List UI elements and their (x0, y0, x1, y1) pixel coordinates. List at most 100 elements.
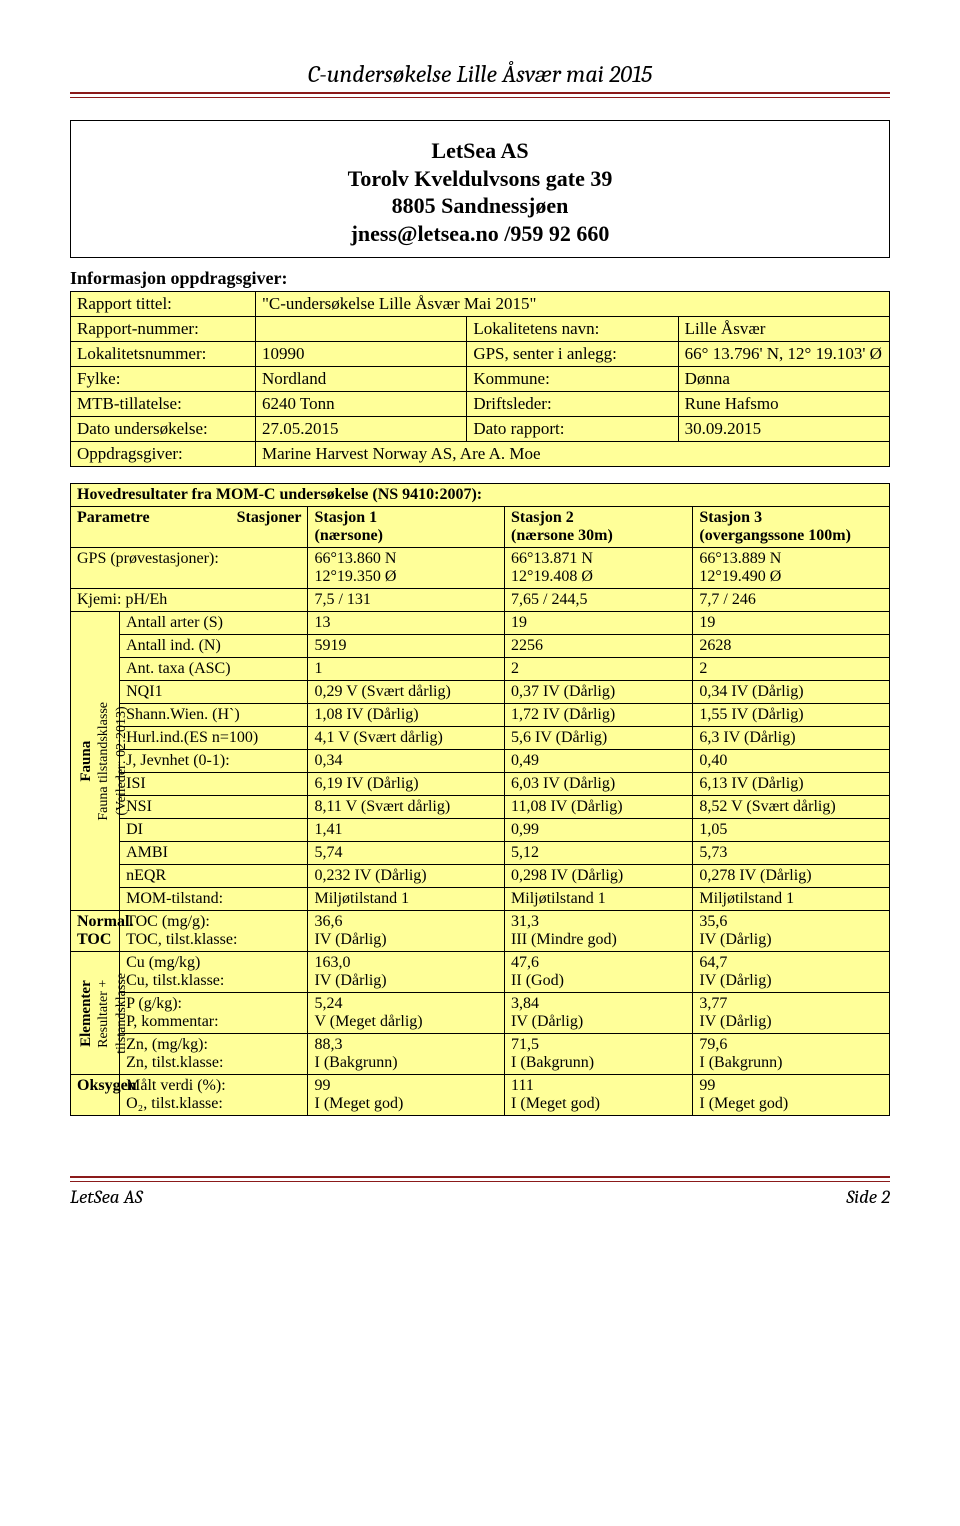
row-val: Miljøtilstand 1 (693, 888, 890, 911)
oksygen-side: Oksygen (71, 1075, 120, 1116)
row-val: 19 (693, 612, 890, 635)
row-val: 6,13 IV (Dårlig) (693, 773, 890, 796)
row-val: 6,3 IV (Dårlig) (693, 727, 890, 750)
row-val: 1,41 (308, 819, 505, 842)
row-val: 79,6I (Bakgrunn) (693, 1034, 890, 1075)
info-label: Lokalitetens navn: (467, 317, 678, 342)
row-val: 5,73 (693, 842, 890, 865)
row-val: 0,40 (693, 750, 890, 773)
row-val: 0,99 (505, 819, 693, 842)
row-val: 5,12 (505, 842, 693, 865)
row-val: 99I (Meget god) (693, 1075, 890, 1116)
row-val: Miljøtilstand 1 (505, 888, 693, 911)
row-label: Antall ind. (N) (120, 635, 308, 658)
col-head-s2: Stasjon 2(nærsone 30m) (505, 507, 693, 548)
row-val: 0,232 IV (Dårlig) (308, 865, 505, 888)
info-label: Kommune: (467, 367, 678, 392)
row-label: Hurl.ind.(ES n=100) (120, 727, 308, 750)
row-val: 0,49 (505, 750, 693, 773)
row-label: GPS (prøvestasjoner): (71, 548, 308, 589)
row-val: 0,29 V (Svært dårlig) (308, 681, 505, 704)
footer-rule (70, 1176, 890, 1182)
row-val: 0,37 IV (Dårlig) (505, 681, 693, 704)
hb-line-4: jness@letsea.no /959 92 660 (81, 220, 879, 248)
info-value: 10990 (255, 342, 466, 367)
row-val: 111I (Meget god) (505, 1075, 693, 1116)
row-val: 1,05 (693, 819, 890, 842)
info-value (255, 317, 466, 342)
info-label: MTB-tillatelse: (71, 392, 256, 417)
row-val: 64,7IV (Dårlig) (693, 952, 890, 993)
row-val: 66°13.889 N12°19.490 Ø (693, 548, 890, 589)
info-value: Rune Hafsmo (678, 392, 889, 417)
title-rule (70, 92, 890, 98)
row-val: 6,03 IV (Dårlig) (505, 773, 693, 796)
footer-left: LetSea AS (70, 1186, 143, 1208)
info-label: Driftsleder: (467, 392, 678, 417)
row-val: 2628 (693, 635, 890, 658)
doc-title: C-undersøkelse Lille Åsvær mai 2015 (70, 60, 890, 88)
row-val: 11,08 IV (Dårlig) (505, 796, 693, 819)
row-label: Shann.Wien. (H`) (120, 704, 308, 727)
row-val: 1 (308, 658, 505, 681)
col-head-params: ParametreStasjoner (71, 507, 308, 548)
row-val: 5,74 (308, 842, 505, 865)
info-label: Rapport tittel: (71, 292, 256, 317)
hb-line-3: 8805 Sandnessjøen (81, 192, 879, 220)
info-label: Oppdragsgiver: (71, 442, 256, 467)
row-val: 1,55 IV (Dårlig) (693, 704, 890, 727)
row-val: 8,11 V (Svært dårlig) (308, 796, 505, 819)
elem-side: ElementerResultater +tilstandsklasse (71, 952, 120, 1075)
info-value: 6240 Tonn (255, 392, 466, 417)
info-label: Fylke: (71, 367, 256, 392)
row-val: 8,52 V (Svært dårlig) (693, 796, 890, 819)
info-value: "C-undersøkelse Lille Åsvær Mai 2015" (255, 292, 889, 317)
row-val: 2 (693, 658, 890, 681)
info-value: Marine Harvest Norway AS, Are A. Moe (255, 442, 889, 467)
row-label: AMBI (120, 842, 308, 865)
header-box: LetSea AS Torolv Kveldulvsons gate 39 88… (70, 120, 890, 258)
row-label: Cu (mg/kg)Cu, tilst.klasse: (120, 952, 308, 993)
row-val: 7,5 / 131 (308, 589, 505, 612)
row-val: 66°13.860 N12°19.350 Ø (308, 548, 505, 589)
info-value: 27.05.2015 (255, 417, 466, 442)
row-val: 5919 (308, 635, 505, 658)
row-label: ISI (120, 773, 308, 796)
col-head-s1: Stasjon 1(nærsone) (308, 507, 505, 548)
row-label: nEQR (120, 865, 308, 888)
row-val: 13 (308, 612, 505, 635)
row-val: 0,278 IV (Dårlig) (693, 865, 890, 888)
info-table: Rapport tittel:"C-undersøkelse Lille Åsv… (70, 291, 890, 467)
row-label: Antall arter (S) (120, 612, 308, 635)
row-label: Kjemi: pH/Eh (71, 589, 308, 612)
row-val: 5,24V (Meget dårlig) (308, 993, 505, 1034)
hb-line-1: LetSea AS (81, 137, 879, 165)
hb-line-2: Torolv Kveldulvsons gate 39 (81, 165, 879, 193)
row-label: NSI (120, 796, 308, 819)
row-label: Målt verdi (%):O₂, tilst.klasse: (120, 1075, 308, 1116)
col-head-s3: Stasjon 3(overgangssone 100m) (693, 507, 890, 548)
row-val: 66°13.871 N12°19.408 Ø (505, 548, 693, 589)
row-val: 163,0IV (Dårlig) (308, 952, 505, 993)
row-label: J, Jevnhet (0-1): (120, 750, 308, 773)
info-value: 30.09.2015 (678, 417, 889, 442)
row-label: Zn, (mg/kg):Zn, tilst.klasse: (120, 1034, 308, 1075)
info-label: Dato rapport: (467, 417, 678, 442)
footer-right: Side 2 (846, 1186, 890, 1208)
results-table: Hovedresultater fra MOM-C undersøkelse (… (70, 483, 890, 1116)
row-label: NQI1 (120, 681, 308, 704)
info-value: 66° 13.796' N, 12° 19.103' Ø (678, 342, 889, 367)
row-val: 2 (505, 658, 693, 681)
row-label: TOC (mg/g):TOC, tilst.klasse: (120, 911, 308, 952)
row-val: 2256 (505, 635, 693, 658)
row-val: 1,08 IV (Dårlig) (308, 704, 505, 727)
row-val: 47,6II (God) (505, 952, 693, 993)
row-val: 19 (505, 612, 693, 635)
row-val: 99I (Meget god) (308, 1075, 505, 1116)
info-label: Lokalitetsnummer: (71, 342, 256, 367)
info-label: Rapport-nummer: (71, 317, 256, 342)
row-val: 5,6 IV (Dårlig) (505, 727, 693, 750)
row-val: 3,77IV (Dårlig) (693, 993, 890, 1034)
fauna-side: FaunaFauna tilstandsklasse(Veileder: 02:… (71, 612, 120, 911)
row-val: 4,1 V (Svært dårlig) (308, 727, 505, 750)
